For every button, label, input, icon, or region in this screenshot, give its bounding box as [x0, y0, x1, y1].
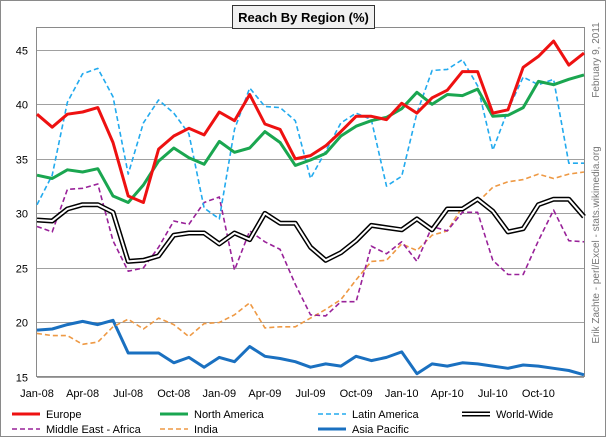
y-tick-label: 45	[16, 46, 28, 58]
chart-title: Reach By Region (%)	[238, 10, 369, 25]
legend-label-latin-america: Latin America	[352, 409, 420, 421]
europe-series-line	[36, 39, 585, 204]
legend: Europe North America Latin America World-Wi…	[12, 409, 553, 436]
x-tick-label: Oct-10	[522, 388, 555, 400]
latin-america-series-line	[36, 58, 584, 220]
x-tick-label: Jul-08	[113, 388, 143, 400]
x-tick-label: Jan-08	[20, 388, 54, 400]
credit-date: February 9, 2011	[591, 22, 602, 98]
legend-label-world-wide: World-Wide	[496, 409, 553, 421]
credit-author: Erik Zachte - perl/Excel - stats.wikimed…	[591, 146, 602, 343]
x-tick-label: Apr-10	[431, 388, 464, 400]
y-tick-label: 35	[16, 155, 28, 167]
y-tick-label: 30	[16, 209, 28, 221]
y-axis: 15 20 25 30 35 40 45	[16, 46, 28, 385]
x-tick-label: Oct-09	[340, 388, 373, 400]
chart-title-box: Reach By Region (%)	[232, 5, 375, 29]
north-america-series-line	[36, 73, 585, 204]
x-tick-label: Jul-10	[478, 388, 508, 400]
y-tick-label: 25	[16, 264, 28, 276]
series-lines	[36, 39, 586, 377]
x-tick-label: Apr-09	[248, 388, 281, 400]
title-frame	[232, 5, 375, 29]
legend-label-europe: Europe	[46, 409, 81, 421]
india-series-line	[36, 171, 585, 346]
asia-pacific-series-line	[36, 318, 585, 377]
x-tick-label: Jul-09	[296, 388, 326, 400]
middle-east-africa-series-line	[36, 183, 585, 317]
x-tick-label: Jan-10	[385, 388, 419, 400]
legend-label-india: India	[194, 424, 219, 436]
x-tick-label: Jan-09	[203, 388, 237, 400]
y-tick-label: 15	[16, 373, 28, 385]
legend-label-middle-east-africa: Middle East - Africa	[46, 424, 142, 436]
legend-label-asia-pacific: Asia Pacific	[352, 424, 409, 436]
y-tick-label: 40	[16, 100, 28, 112]
world-wide-series-line-inner	[36, 198, 585, 263]
y-tick-label: 20	[16, 318, 28, 330]
legend-label-north-america: North America	[194, 409, 265, 421]
x-axis: Jan-08 Apr-08 Jul-08 Oct-08 Jan-09 Apr-09 Jul-…	[20, 388, 555, 400]
x-tick-label: Oct-08	[157, 388, 190, 400]
x-tick-label: Apr-08	[66, 388, 99, 400]
